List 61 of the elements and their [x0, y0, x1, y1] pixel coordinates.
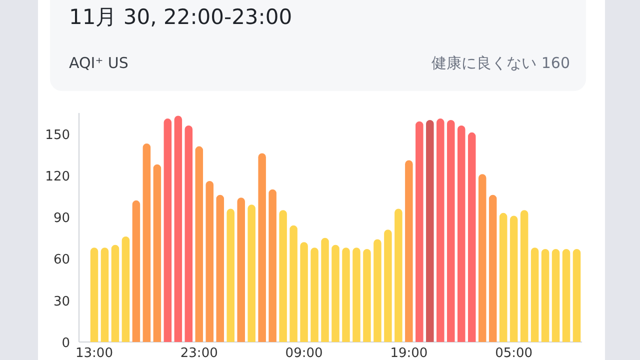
bar: [100, 248, 109, 342]
chart-title: 11月 30, 22:00-23:00: [69, 5, 292, 29]
bar: [321, 238, 329, 342]
bar: [384, 230, 392, 342]
bar: [342, 248, 350, 342]
bar: [164, 118, 172, 342]
bar: [258, 153, 266, 342]
bar: [541, 249, 550, 342]
bar: [237, 198, 245, 342]
bar: [310, 248, 318, 342]
bar: [268, 189, 276, 342]
bar: [174, 116, 182, 342]
bar: [478, 174, 486, 342]
y-tick-label: 90: [53, 211, 70, 226]
bar: [279, 210, 287, 342]
bar: [122, 236, 130, 342]
bar: [216, 194, 224, 342]
bar: [374, 239, 382, 342]
bar: [142, 144, 151, 342]
bar: [572, 249, 581, 342]
bar: [468, 132, 476, 342]
bar: [352, 248, 360, 342]
bar: [447, 120, 455, 342]
y-tick-label: 60: [53, 252, 70, 268]
bar: [363, 249, 371, 342]
x-tick-label: 23:00: [180, 346, 218, 360]
bar: [426, 120, 434, 342]
x-tick-label: 19:00: [390, 346, 428, 360]
bar: [488, 194, 497, 342]
bar: [436, 118, 444, 342]
y-tick-label: 120: [45, 169, 70, 184]
x-tick-label: 09:00: [285, 346, 323, 360]
bar: [90, 248, 98, 342]
bar: [226, 208, 234, 342]
bar: [499, 212, 508, 342]
bar: [300, 242, 308, 342]
bar: [552, 249, 560, 342]
bar: [132, 200, 140, 342]
bar: [530, 248, 539, 342]
bar: [394, 208, 402, 342]
bar: [248, 204, 256, 342]
text: 健康に良くない 160: [432, 54, 570, 72]
text: AQI⁺ US: [69, 54, 128, 72]
bar: [153, 164, 162, 342]
bar: [290, 225, 298, 342]
x-tick-label: 05:00: [495, 346, 533, 360]
bar: [562, 249, 570, 342]
bar: [184, 126, 193, 342]
bar: [510, 216, 518, 342]
y-tick-label: 30: [53, 294, 70, 310]
y-tick-label: 0: [62, 336, 70, 351]
bar: [457, 126, 466, 342]
bar: [206, 181, 214, 342]
y-tick-label: 150: [45, 128, 70, 143]
bar: [520, 210, 528, 342]
x-tick-label: 13:00: [76, 346, 113, 360]
bar: [332, 244, 340, 342]
bar: [195, 146, 204, 342]
bar: [416, 121, 424, 342]
bar: [111, 244, 120, 342]
bar: [405, 160, 413, 342]
